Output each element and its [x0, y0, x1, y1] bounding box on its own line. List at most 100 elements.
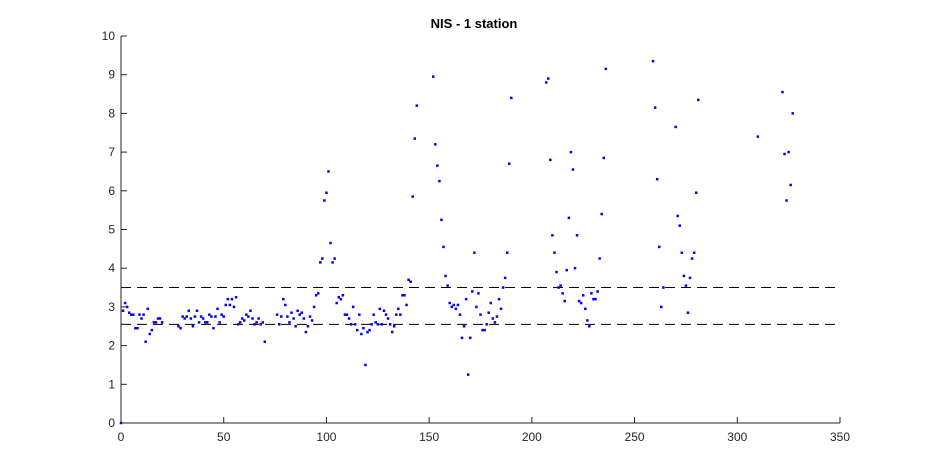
data-point	[206, 321, 209, 324]
data-point	[218, 321, 221, 324]
data-point	[598, 257, 601, 260]
data-point	[464, 297, 468, 301]
data-point	[446, 284, 449, 287]
data-point	[660, 305, 663, 309]
data-point	[756, 135, 760, 138]
data-point	[407, 278, 410, 282]
data-point	[296, 309, 299, 313]
data-point	[232, 305, 236, 309]
data-point	[319, 261, 322, 264]
data-point	[325, 191, 328, 194]
data-point	[372, 313, 375, 316]
data-point	[310, 319, 314, 322]
data-point	[503, 276, 507, 280]
data-point	[156, 317, 160, 320]
data-point	[405, 303, 408, 307]
data-point	[290, 311, 293, 314]
data-point	[686, 311, 690, 314]
data-point	[179, 326, 182, 330]
data-point	[510, 96, 513, 100]
data-point	[653, 106, 657, 109]
data-point	[454, 307, 458, 311]
data-point	[197, 321, 201, 324]
data-point	[395, 313, 398, 316]
data-point	[567, 216, 571, 220]
data-point	[351, 305, 355, 309]
data-point	[551, 234, 554, 237]
data-point	[493, 321, 497, 324]
data-point	[549, 158, 552, 162]
data-point	[331, 261, 334, 264]
data-point	[257, 317, 260, 320]
data-point	[160, 321, 164, 324]
data-point	[360, 332, 363, 336]
data-point	[436, 164, 439, 167]
data-point	[376, 323, 380, 326]
data-point	[150, 328, 154, 332]
data-point	[214, 315, 217, 318]
data-point	[789, 183, 792, 187]
data-point	[127, 311, 131, 314]
data-point	[364, 363, 367, 367]
x-tick-label: 350	[830, 430, 850, 444]
data-point	[575, 234, 579, 237]
data-point	[125, 305, 129, 309]
data-point	[288, 321, 291, 324]
data-point	[292, 317, 295, 320]
x-tick-label: 200	[522, 430, 542, 444]
data-point	[152, 321, 156, 324]
data-point	[409, 280, 412, 283]
data-point	[497, 297, 501, 301]
data-point	[208, 313, 211, 316]
y-tick-label: 1	[108, 377, 115, 391]
data-point	[210, 315, 213, 318]
data-point	[132, 313, 135, 316]
data-point	[243, 319, 246, 322]
y-tick-label: 4	[108, 261, 115, 275]
data-point	[596, 290, 599, 293]
data-point	[553, 251, 556, 254]
data-point	[440, 218, 443, 222]
data-point	[581, 294, 585, 297]
data-point	[247, 315, 250, 318]
data-point	[401, 294, 404, 297]
data-point	[399, 313, 402, 316]
data-point	[491, 317, 495, 320]
data-point	[594, 297, 597, 301]
data-point	[444, 274, 447, 278]
data-point	[697, 98, 700, 102]
data-point	[337, 295, 341, 299]
data-points	[119, 59, 795, 425]
data-point	[259, 323, 262, 326]
data-point	[312, 305, 316, 309]
data-point	[255, 321, 258, 324]
data-point	[300, 311, 304, 314]
data-point	[251, 317, 254, 320]
y-tick-label: 5	[108, 223, 115, 237]
data-point	[144, 340, 147, 343]
data-point	[590, 292, 593, 295]
data-point	[294, 325, 297, 328]
data-point	[577, 299, 581, 303]
data-point	[185, 315, 188, 318]
data-point	[413, 137, 417, 140]
data-point	[565, 268, 569, 272]
data-point	[304, 330, 308, 334]
data-point	[142, 313, 145, 316]
data-point	[199, 315, 203, 318]
data-point	[212, 326, 215, 330]
data-point	[224, 303, 228, 307]
data-point	[483, 328, 486, 332]
x-tick-label: 50	[217, 430, 231, 444]
data-point	[222, 315, 225, 318]
data-point	[362, 326, 365, 330]
data-point	[277, 323, 281, 326]
data-point	[374, 321, 377, 324]
data-point	[555, 270, 558, 274]
data-point	[604, 67, 608, 71]
data-point	[434, 143, 437, 146]
data-point	[298, 313, 301, 316]
data-point	[384, 313, 388, 316]
data-point	[783, 152, 786, 156]
data-point	[220, 313, 223, 316]
